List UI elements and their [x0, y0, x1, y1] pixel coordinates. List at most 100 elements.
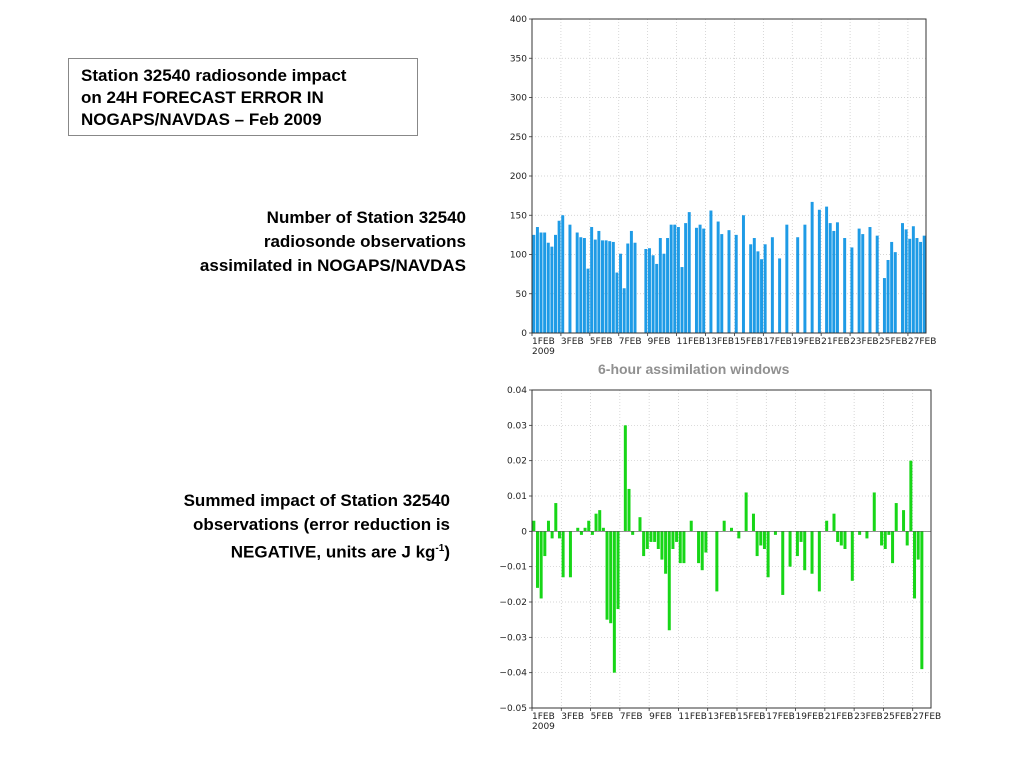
bar	[828, 223, 832, 333]
x-tick-label: 3FEB	[561, 337, 584, 347]
bar	[638, 517, 642, 532]
bar	[598, 510, 602, 532]
bar	[590, 227, 594, 333]
bar	[678, 531, 682, 564]
annotation-superscript: -1	[435, 543, 445, 554]
bar	[575, 232, 579, 333]
bar	[901, 223, 904, 333]
bar	[778, 258, 782, 333]
bar	[684, 223, 688, 333]
bar	[702, 228, 706, 333]
bar	[667, 531, 671, 631]
y-tick-label: −0.01	[499, 563, 527, 573]
bar	[744, 492, 748, 532]
x-tick-label: 1FEB	[532, 337, 555, 347]
count-annotation: Number of Station 32540 radiosonde obser…	[200, 206, 466, 278]
bar	[616, 531, 620, 610]
bar	[788, 531, 792, 567]
x-tick-label: 11FEB	[678, 712, 707, 722]
x-tick-label: 23FEB	[850, 337, 879, 347]
y-tick-label: 0.02	[507, 457, 527, 467]
bar	[796, 237, 800, 333]
bar	[752, 238, 756, 333]
y-tick-label: 0.03	[507, 421, 527, 431]
bar	[597, 230, 601, 333]
x-tick-label: 7FEB	[620, 712, 643, 722]
bar	[615, 272, 619, 333]
bar	[539, 531, 543, 599]
bar	[680, 267, 684, 333]
bar	[755, 531, 759, 557]
bar	[609, 531, 613, 624]
bar	[557, 220, 561, 333]
bar	[594, 513, 598, 532]
bar	[716, 221, 720, 333]
bar	[698, 224, 702, 333]
bar	[623, 425, 627, 532]
bar	[759, 531, 763, 546]
x-tick-label: 15FEB	[737, 712, 766, 722]
annotation-line: observations (error reduction is	[193, 515, 450, 534]
bar	[832, 513, 836, 532]
bar	[627, 488, 631, 532]
y-tick-label: 300	[510, 94, 527, 104]
bar	[626, 243, 630, 333]
plot-frame	[531, 18, 927, 334]
bar	[916, 531, 920, 560]
bar	[832, 230, 836, 333]
bar	[700, 531, 704, 571]
bar	[835, 222, 839, 333]
bar	[763, 244, 767, 333]
bar	[593, 239, 597, 333]
x-tick-label: 17FEB	[763, 337, 792, 347]
bar	[568, 531, 572, 578]
bar	[839, 531, 843, 546]
bar	[656, 531, 660, 549]
bar	[890, 241, 894, 333]
bar	[803, 531, 807, 571]
bar	[532, 234, 536, 333]
bar	[850, 531, 854, 581]
x-tick-label: 17FEB	[766, 712, 795, 722]
bar	[611, 241, 615, 333]
bar	[561, 215, 565, 333]
bar	[649, 531, 653, 542]
bar	[653, 531, 657, 542]
bar	[737, 531, 741, 539]
y-tick-label: −0.02	[499, 598, 527, 608]
bar	[751, 513, 755, 532]
x-tick-label: 5FEB	[591, 712, 614, 722]
x-tick-label: 23FEB	[854, 712, 883, 722]
bar	[861, 234, 865, 333]
bar	[554, 503, 558, 532]
bar	[697, 531, 701, 564]
bar	[909, 460, 913, 532]
x-tick-label: 9FEB	[649, 712, 672, 722]
bar	[590, 531, 594, 535]
bar	[535, 227, 539, 333]
bar	[689, 520, 693, 532]
bar	[825, 206, 829, 333]
bar	[629, 230, 633, 333]
x-year-label: 2009	[532, 722, 555, 732]
bar	[645, 531, 649, 549]
y-tick-label: 350	[510, 54, 527, 64]
bar	[604, 240, 608, 333]
y-tick-label: 250	[510, 133, 527, 143]
bar	[781, 531, 785, 595]
x-tick-label: 27FEB	[908, 337, 937, 347]
bar	[644, 249, 648, 333]
bar	[762, 531, 766, 549]
bar	[882, 278, 886, 333]
annotation-line: NEGATIVE, units are J kg-1)	[184, 537, 450, 565]
bar	[671, 531, 675, 549]
bar	[872, 492, 876, 532]
bar	[894, 503, 898, 532]
bar	[893, 252, 897, 333]
bar	[785, 224, 789, 333]
y-tick-label: −0.04	[499, 669, 527, 679]
bar	[554, 234, 557, 333]
bar	[605, 531, 609, 620]
bar	[601, 527, 605, 532]
x-tick-label: 19FEB	[792, 337, 821, 347]
